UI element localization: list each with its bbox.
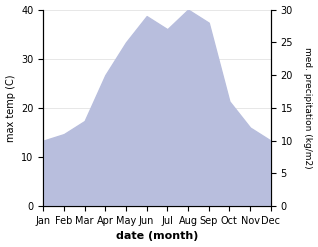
Y-axis label: med. precipitation (kg/m2): med. precipitation (kg/m2) <box>303 47 313 169</box>
Y-axis label: max temp (C): max temp (C) <box>5 74 16 142</box>
X-axis label: date (month): date (month) <box>116 231 198 242</box>
